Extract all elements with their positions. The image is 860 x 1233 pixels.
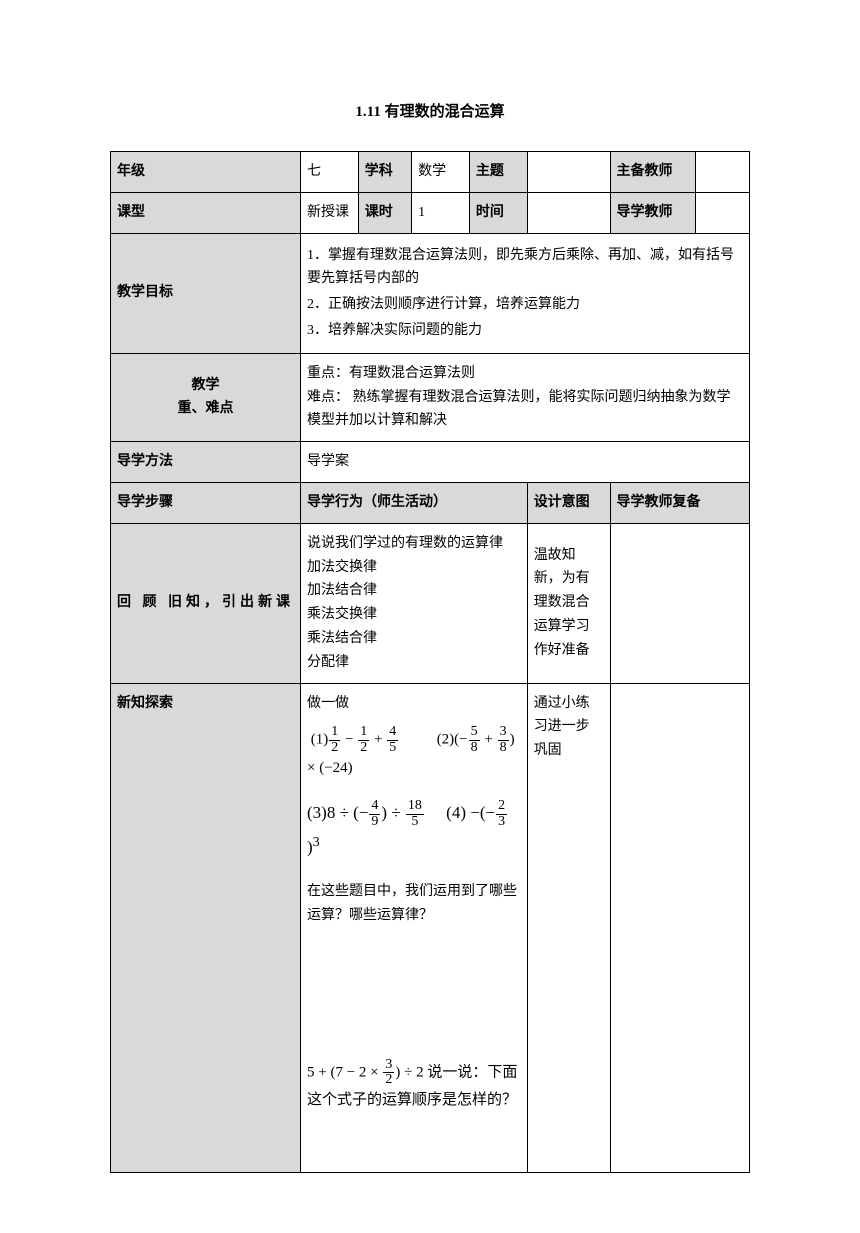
topic-label: 主题	[469, 152, 527, 193]
explore-content: 做一做 (1)12 − 12 + 45 (2)(−58 + 38) × (−24…	[301, 683, 528, 1172]
topic-value	[527, 152, 610, 193]
table-row: 导学方法 导学案	[111, 442, 750, 483]
table-row: 回 顾 旧知，引出新课 说说我们学过的有理数的运算律 加法交换律 加法结合律 乘…	[111, 523, 750, 683]
keypoints-label: 教学 重、难点	[111, 353, 301, 441]
time-value	[527, 192, 610, 233]
math-expr-1-2: (1)12 − 12 + 45 (2)(−58 + 38) × (−24)	[307, 725, 521, 781]
steps-col1: 导学步骤	[111, 482, 301, 523]
period-value: 1	[412, 192, 470, 233]
math-expr-3-4: (3)8 ÷ (−49) ÷ 185 (4) −(−23)3	[307, 799, 521, 862]
explore-intent: 通过小练习进一步巩固	[527, 683, 610, 1172]
table-row: 教学目标 1．掌握有理数混合运算法则，即先乘方后乘除、再加、减，如有括号要先算括…	[111, 233, 750, 353]
type-label: 课型	[111, 192, 301, 233]
guide-teacher-value	[696, 192, 750, 233]
table-row: 新知探索 做一做 (1)12 − 12 + 45 (2)(−58 + 38) ×…	[111, 683, 750, 1172]
math-expr-5: 5 + (7 − 2 × 32) ÷ 2 说一说：下面这个式子的运算顺序是怎样的…	[307, 1058, 521, 1114]
subject-value: 数学	[412, 152, 470, 193]
goal-item: 2．正确按法则顺序进行计算，培养运算能力	[307, 293, 743, 317]
goals-label: 教学目标	[111, 233, 301, 353]
table-row: 年级 七 学科 数学 主题 主备教师	[111, 152, 750, 193]
review-notes	[610, 523, 749, 683]
review-content: 说说我们学过的有理数的运算律 加法交换律 加法结合律 乘法交换律 乘法结合律 分…	[301, 523, 528, 683]
goal-item: 3．培养解决实际问题的能力	[307, 319, 743, 343]
review-label: 回 顾 旧知，引出新课	[111, 523, 301, 683]
page-title: 1.11 有理数的混合运算	[110, 100, 750, 121]
time-label: 时间	[469, 192, 527, 233]
table-row: 教学 重、难点 重点：有理数混合运算法则 难点： 熟练掌握有理数混合运算法则，能…	[111, 353, 750, 441]
steps-col4: 导学教师复备	[610, 482, 749, 523]
steps-col2: 导学行为（师生活动）	[301, 482, 528, 523]
grade-value: 七	[301, 152, 359, 193]
teacher-value	[696, 152, 750, 193]
goal-item: 1．掌握有理数混合运算法则，即先乘方后乘除、再加、减，如有括号要先算括号内部的	[307, 244, 743, 292]
grade-label: 年级	[111, 152, 301, 193]
review-intent: 温故知新，为有理数混合运算学习作好准备	[527, 523, 610, 683]
lesson-plan-table: 年级 七 学科 数学 主题 主备教师 课型 新授课 课时 1 时间 导学教师 教…	[110, 151, 750, 1173]
explore-notes	[610, 683, 749, 1172]
period-label: 课时	[358, 192, 411, 233]
explore-label: 新知探索	[111, 683, 301, 1172]
method-value: 导学案	[301, 442, 750, 483]
table-row: 导学步骤 导学行为（师生活动） 设计意图 导学教师复备	[111, 482, 750, 523]
subject-label: 学科	[358, 152, 411, 193]
goals-content: 1．掌握有理数混合运算法则，即先乘方后乘除、再加、减，如有括号要先算括号内部的 …	[301, 233, 750, 353]
method-label: 导学方法	[111, 442, 301, 483]
table-row: 课型 新授课 课时 1 时间 导学教师	[111, 192, 750, 233]
teacher-label: 主备教师	[610, 152, 696, 193]
type-value: 新授课	[301, 192, 359, 233]
steps-col3: 设计意图	[527, 482, 610, 523]
keypoints-content: 重点：有理数混合运算法则 难点： 熟练掌握有理数混合运算法则，能将实际问题归纳抽…	[301, 353, 750, 441]
guide-teacher-label: 导学教师	[610, 192, 696, 233]
explore-question: 在这些题目中，我们运用到了哪些运算？哪些运算律？	[307, 880, 521, 928]
